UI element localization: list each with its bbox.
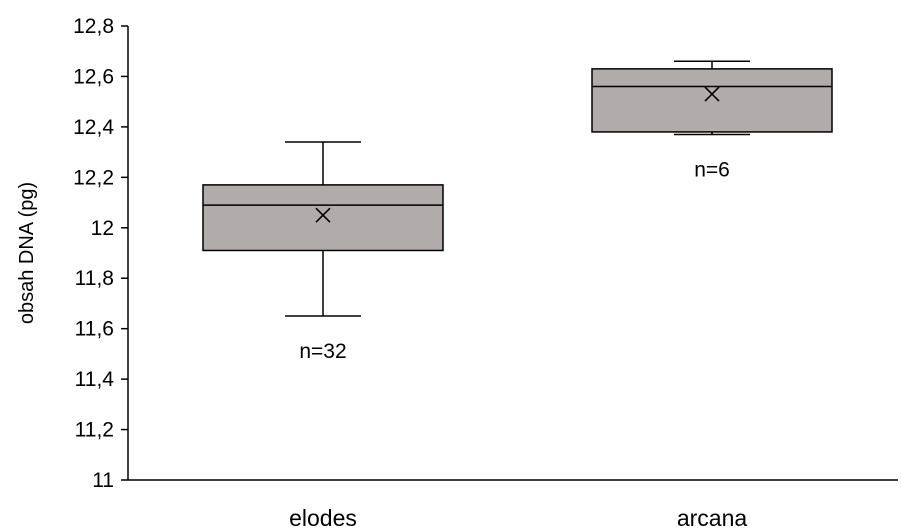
y-tick-label: 11,4 [75,368,115,391]
y-tick-label: 12,4 [73,116,114,139]
n-label: n=32 [299,340,346,363]
boxes: n=32 n=6 [202,60,833,363]
box-elodes: n=32 [202,141,444,363]
y-tick-label: 12 [91,217,114,240]
y-tick-label: 12,8 [73,15,114,38]
x-axis: elodes arcana [128,479,898,530]
y-tick-label: 12,6 [73,65,114,88]
box-iqr [202,184,444,252]
y-tick-label: 11,6 [75,318,114,341]
mean-marker [704,86,720,102]
y-tick-label: 11,8 [75,267,114,290]
box-iqr [591,68,833,133]
y-tick-label: 12,2 [73,166,114,189]
x-category-label: arcana [677,505,748,530]
y-axis: 11 11,2 11,4 11,6 11,8 12 12,2 12,4 12,6 12,8 [73,15,129,492]
y-axis-title: obsah DNA (pg) [16,182,38,324]
x-category-label: elodes [289,505,357,530]
y-tick-label: 11 [92,469,114,492]
box-arcana: n=6 [591,60,833,181]
y-tick-label: 11,2 [75,419,114,442]
n-label: n=6 [694,158,730,181]
mean-marker [315,207,331,223]
